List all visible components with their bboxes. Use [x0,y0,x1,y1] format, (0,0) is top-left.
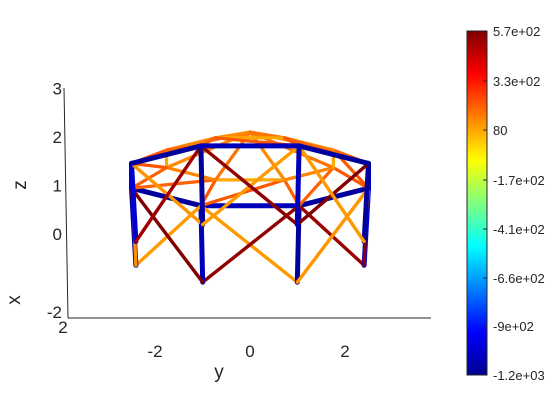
colorbar-tick-label: -1.7e+02 [493,173,545,188]
diagonal-member [129,186,205,284]
vertical-member [361,160,371,244]
top-ring-member [129,143,204,166]
roof-strut-member [297,166,335,208]
z-tick-label: 3 [53,80,62,99]
colorbar-ticks: 5.7e+02 3.3e+02 80 -1.7e+02 -4.1e+02 -6.6e+02… [483,24,545,383]
y-tick-label: 2 [340,342,349,361]
z-tick-label: 0 [53,225,62,244]
vertical-member [198,143,206,228]
x-axis-label: x [4,295,25,305]
colorbar-tick-label: 5.7e+02 [493,24,540,39]
y-tick-label: 0 [245,342,254,361]
colorbar-gradient [466,30,488,376]
top-ring-member [296,143,371,166]
colorbar [466,30,488,376]
colorbar-tick-label: -6.6e+02 [493,271,545,286]
y-tick-label: -2 [147,342,162,361]
roof-spoke-member [248,130,287,182]
diagonal-member [134,144,203,244]
z-axis-label: z [10,180,31,190]
colorbar-tick-label: -9e+02 [493,319,534,334]
z-tick-label: 1 [53,177,62,196]
colorbar-tick-label: 80 [493,123,507,138]
vertical-member [129,160,139,244]
colorbar-tick-label: -4.1e+02 [493,222,545,237]
colorbar-tick-label: 3.3e+02 [493,74,540,89]
z-tick-label: 2 [53,128,62,147]
vertical-member [294,143,302,228]
z-axis-line [63,87,69,319]
x-tick-label: 2 [58,318,67,337]
diagonal-member [295,186,371,284]
axes-lines [63,87,431,319]
colorbar-tick-label: -1.2e+03 [493,368,545,383]
y-axis-label: y [214,362,224,383]
diagonal-member [200,203,301,284]
diagonal-member [199,144,299,227]
truss-structure [129,130,371,285]
roof-ring-member [282,166,335,182]
roof-ring-member [165,166,218,182]
diagonal-member [297,144,366,244]
z-tick-label: -2 [47,303,62,322]
